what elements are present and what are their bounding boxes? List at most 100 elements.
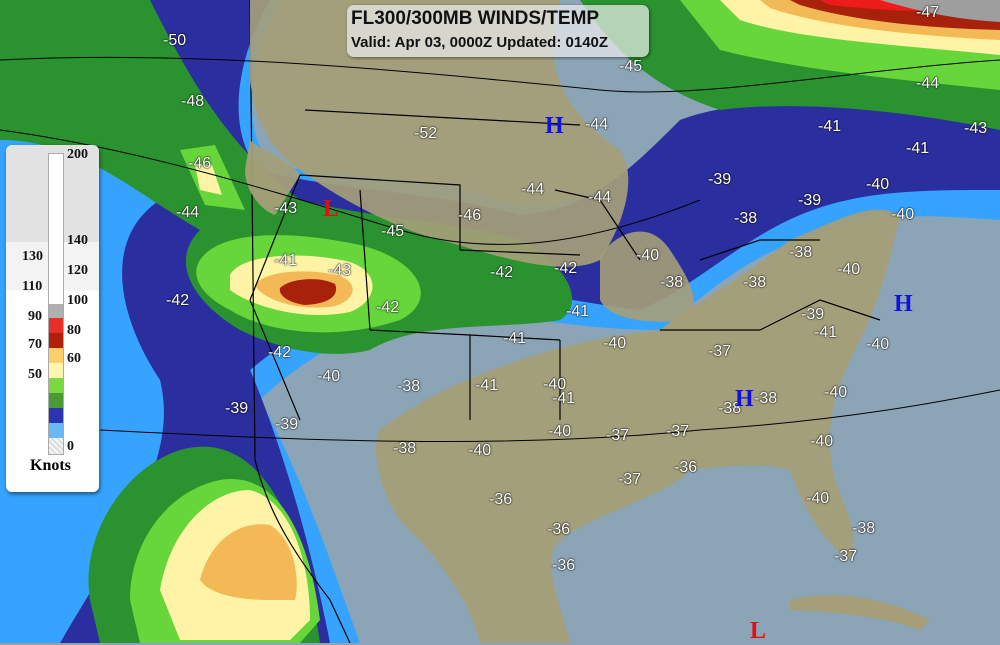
legend-label: 130	[22, 249, 43, 264]
seg-80-90	[49, 378, 63, 393]
high-pressure-marker: H	[735, 386, 754, 412]
land-southeast	[376, 209, 900, 643]
legend-label: 80	[67, 323, 81, 338]
temperature-label: -41	[475, 377, 499, 394]
low-pressure-marker: L	[323, 196, 340, 222]
temperature-label: -41	[818, 118, 842, 135]
temperature-label: -41	[503, 330, 527, 347]
temperature-label: -41	[906, 140, 930, 157]
temperature-label: -46	[458, 207, 482, 224]
low-pressure-marker: L	[750, 618, 767, 644]
temperature-label: -38	[743, 274, 767, 291]
land-cuba	[790, 595, 930, 630]
seg-130-140	[49, 304, 63, 318]
temperature-label: -44	[585, 116, 609, 133]
temperature-label: -46	[188, 155, 212, 172]
seg-100-110	[49, 348, 63, 363]
temperature-label: -40	[824, 384, 848, 401]
map-title: FL300/300MB WINDS/TEMP	[351, 8, 600, 29]
temperature-label: -42	[554, 260, 578, 277]
seg-60-70	[49, 408, 63, 423]
temperature-label: -39	[708, 171, 732, 188]
temperature-label: -37	[834, 548, 858, 565]
wind-band-100	[200, 0, 1000, 600]
temperature-label: -40	[806, 490, 830, 507]
temperature-label: -38	[397, 378, 421, 395]
legend-label: 140	[67, 233, 88, 248]
temperature-label: -39	[225, 400, 249, 417]
high-pressure-marker: H	[545, 113, 564, 139]
temperature-label: -36	[552, 557, 576, 574]
valid-time: Valid: Apr 03, 0000Z Updated: 0140Z	[351, 34, 609, 51]
temperature-label: -40	[891, 206, 915, 223]
temperature-label: -38	[660, 274, 684, 291]
temperature-label: -47	[916, 4, 940, 21]
temperature-label: -44	[176, 204, 200, 221]
seg-50-60	[49, 423, 63, 438]
seg-110-120	[49, 333, 63, 348]
temperature-label: -38	[718, 400, 742, 417]
legend-label: 200	[67, 147, 88, 162]
title-panel: FL300/300MB WINDS/TEMP Valid: Apr 03, 00…	[347, 5, 649, 57]
color-scale-bar	[48, 153, 64, 455]
temperature-label: -40	[866, 176, 890, 193]
temperature-label: -40	[636, 247, 660, 264]
temperature-label: -42	[166, 292, 190, 309]
temperature-label: -39	[798, 192, 822, 209]
seg-90-100	[49, 363, 63, 378]
temperature-label: -40	[866, 336, 890, 353]
land-conus	[249, 0, 351, 643]
temperature-label: -44	[588, 189, 612, 206]
temperature-label: -42	[268, 344, 292, 361]
temperature-label: -40	[548, 423, 572, 440]
temperature-label: -38	[789, 244, 813, 261]
temperature-label: -40	[543, 376, 567, 393]
borders	[0, 56, 1000, 443]
legend-label: 90	[28, 309, 42, 324]
high-pressure-marker: H	[894, 291, 913, 317]
land-west-coast	[245, 140, 300, 215]
temperature-label: -39	[275, 416, 299, 433]
temperature-label: -37	[708, 343, 732, 360]
temperature-label: -37	[618, 471, 642, 488]
wind-speed-legend: 200 140 120 100 80 60 0 130 110 90 70 50…	[6, 145, 99, 492]
temperature-label: -41	[566, 303, 590, 320]
temperature-label: -41	[814, 324, 838, 341]
wind-band-60	[40, 0, 1000, 643]
legend-label: 60	[67, 351, 81, 366]
temperature-label: -45	[381, 223, 405, 240]
temperature-label: -40	[810, 433, 834, 450]
temperature-label: -36	[547, 521, 571, 538]
temperature-label: -38	[852, 520, 876, 537]
temperature-label: -38	[754, 390, 778, 407]
temperature-label: -36	[489, 491, 513, 508]
temperature-label: -48	[181, 93, 205, 110]
temperature-label: -36	[674, 459, 698, 476]
land-midwest	[600, 231, 694, 322]
seg-140-200	[49, 154, 63, 304]
seg-70-80	[49, 393, 63, 408]
temperature-label: -40	[317, 368, 341, 385]
temperature-label: -41	[552, 390, 576, 407]
temperature-label: -43	[964, 120, 988, 137]
temperature-label: -50	[163, 32, 187, 49]
seg-0-50	[49, 438, 63, 454]
temperature-label: -37	[666, 423, 690, 440]
legend-label: 110	[22, 279, 43, 294]
temperature-label: -38	[734, 210, 758, 227]
temperature-label: -38	[393, 440, 417, 457]
temperature-label: -40	[837, 261, 861, 278]
temperature-label: -37	[606, 427, 630, 444]
legend-unit: Knots	[30, 457, 71, 474]
temperature-label: -40	[603, 335, 627, 352]
seg-120-130	[49, 318, 63, 333]
wind-band-130	[880, 0, 1000, 22]
temperature-label: -43	[328, 262, 352, 279]
legend-label: 120	[67, 263, 88, 278]
temperature-label: -45	[619, 58, 643, 75]
temperature-label: -42	[376, 299, 400, 316]
legend-label: 50	[28, 367, 42, 382]
temperature-label: -40	[468, 442, 492, 459]
temperature-label: -44	[916, 75, 940, 92]
